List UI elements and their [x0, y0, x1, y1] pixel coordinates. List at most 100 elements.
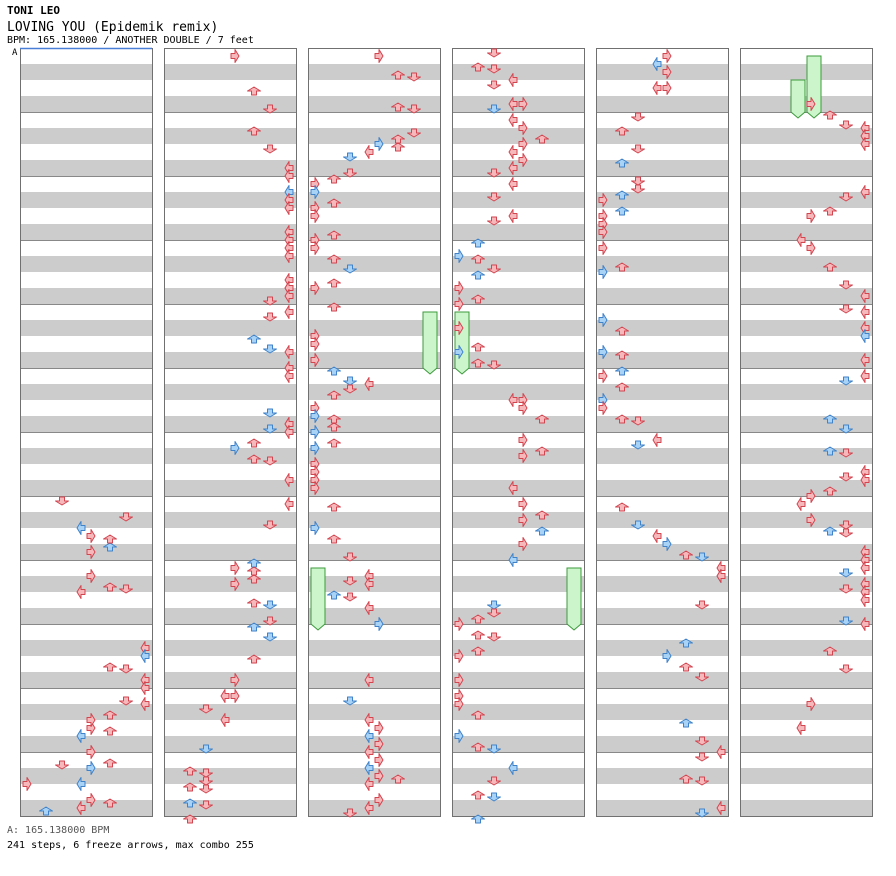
beat-stripe [20, 384, 152, 400]
step-arrow-down [327, 422, 341, 432]
step-arrow-left [454, 297, 464, 311]
step-arrow-down [327, 590, 341, 600]
beat-stripe [596, 160, 728, 176]
step-arrow-left [310, 425, 320, 439]
step-arrow-down [391, 70, 405, 80]
step-arrow-up [487, 792, 501, 802]
step-arrow-up [839, 520, 853, 530]
beat-stripe [740, 640, 872, 656]
beat-stripe [452, 608, 584, 624]
beat-stripe [20, 192, 152, 208]
step-arrow-left [598, 225, 608, 239]
step-arrow-down [615, 206, 629, 216]
step-arrow-up [343, 152, 357, 162]
step-arrow-left [310, 185, 320, 199]
beat-stripe [164, 672, 296, 688]
step-arrow-right [860, 137, 870, 151]
step-arrow-up [199, 744, 213, 754]
beat-stripe [20, 512, 152, 528]
step-arrow-right [76, 521, 86, 535]
beat-stripe [452, 736, 584, 752]
step-arrow-left [230, 441, 240, 455]
beat-stripe [740, 544, 872, 560]
freeze-arrow-left [310, 567, 326, 631]
step-arrow-left [454, 649, 464, 663]
step-arrow-up [695, 600, 709, 610]
step-arrow-up [695, 776, 709, 786]
step-arrow-down [823, 206, 837, 216]
step-arrow-up [487, 608, 501, 618]
beat-stripe [20, 288, 152, 304]
beat-stripe [308, 480, 440, 496]
step-arrow-down [471, 814, 485, 824]
step-arrow-right [364, 801, 374, 815]
step-arrow-down [823, 486, 837, 496]
beat-stripe [308, 800, 440, 816]
step-arrow-down [679, 774, 693, 784]
step-arrow-left [806, 241, 816, 255]
step-arrow-up [695, 552, 709, 562]
beat-stripe [308, 128, 440, 144]
step-arrow-up [631, 184, 645, 194]
step-arrow-left [310, 241, 320, 255]
beat-stripe [20, 576, 152, 592]
step-arrow-up [407, 104, 421, 114]
step-arrow-up [487, 64, 501, 74]
freeze-arrow-right [422, 311, 438, 375]
step-arrow-right [860, 329, 870, 343]
step-arrow-down [103, 662, 117, 672]
beat-stripe [20, 224, 152, 240]
step-arrow-left [374, 617, 384, 631]
beat-stripe [308, 96, 440, 112]
step-arrow-right [716, 569, 726, 583]
step-arrow-up [407, 128, 421, 138]
step-arrow-down [327, 366, 341, 376]
step-arrow-up [487, 80, 501, 90]
beat-stripe [740, 224, 872, 240]
step-arrow-down [327, 302, 341, 312]
step-arrow-down [247, 334, 261, 344]
beat-stripe [308, 736, 440, 752]
beat-stripe [596, 608, 728, 624]
beat-stripe [452, 64, 584, 80]
beat-stripe [20, 320, 152, 336]
song-artist: TONI LEO [7, 4, 60, 17]
step-arrow-down [615, 326, 629, 336]
beat-stripe [164, 256, 296, 272]
step-arrow-left [598, 401, 608, 415]
step-arrow-right [860, 561, 870, 575]
beat-stripe [20, 64, 152, 80]
step-arrow-up [263, 600, 277, 610]
step-arrow-up [631, 440, 645, 450]
beat-stripe [308, 352, 440, 368]
step-arrow-up [839, 376, 853, 386]
step-arrow-up [631, 520, 645, 530]
beat-stripe [20, 416, 152, 432]
step-arrow-right [364, 577, 374, 591]
step-arrow-up [695, 752, 709, 762]
step-arrow-up [839, 584, 853, 594]
step-arrow-up [487, 264, 501, 274]
step-arrow-up [263, 456, 277, 466]
step-arrow-right [860, 289, 870, 303]
step-arrow-left [806, 697, 816, 711]
step-arrow-up [199, 768, 213, 778]
step-arrow-left [518, 401, 528, 415]
step-arrow-up [839, 448, 853, 458]
step-arrow-down [823, 526, 837, 536]
beat-stripe [20, 800, 152, 816]
beat-stripe [164, 512, 296, 528]
beat-stripe [164, 416, 296, 432]
step-arrow-right [364, 377, 374, 391]
step-arrow-down [103, 710, 117, 720]
step-arrow-right [796, 233, 806, 247]
step-arrow-left [230, 49, 240, 63]
step-arrow-left [662, 81, 672, 95]
step-arrow-down [247, 126, 261, 136]
step-arrow-down [327, 254, 341, 264]
beat-stripe [20, 544, 152, 560]
beat-stripe [452, 672, 584, 688]
beat-stripe [164, 224, 296, 240]
bpm-section-marker: A [12, 48, 18, 58]
